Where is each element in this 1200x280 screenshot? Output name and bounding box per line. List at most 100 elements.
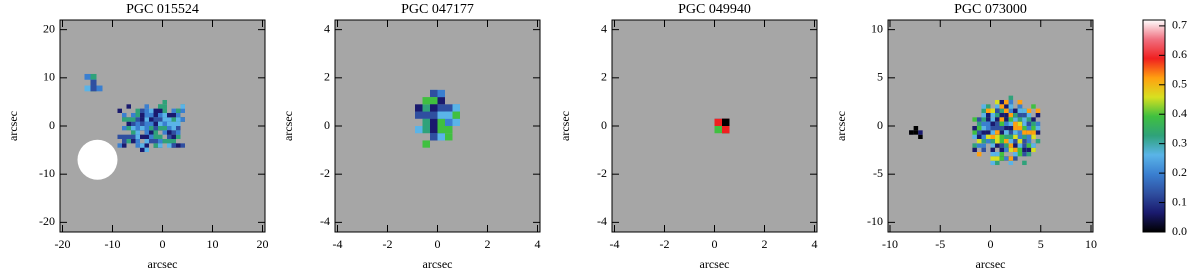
map-pixel [1026, 108, 1032, 113]
map-pixel [990, 108, 996, 113]
map-pixel [167, 121, 172, 126]
map-pixel [985, 108, 991, 113]
map-pixel [158, 126, 163, 131]
map-pixel [162, 104, 167, 109]
map-pixel [1008, 95, 1014, 100]
map-pixel [117, 108, 122, 113]
map-pixel [153, 112, 158, 118]
map-pixel [1022, 160, 1027, 166]
map-pixel [176, 112, 181, 118]
map-pixel [149, 139, 154, 144]
x-tick-label: -4 [610, 237, 620, 251]
map-pixel [126, 104, 131, 109]
map-pixel [1017, 143, 1023, 148]
map-pixel [437, 97, 445, 105]
map-pixel [995, 139, 1000, 144]
map-pixel [167, 126, 172, 131]
map-pixel [1022, 112, 1027, 118]
map-pixel [990, 160, 996, 166]
map-pixel [122, 126, 127, 131]
colorbar-tick-label: 0.6 [1172, 47, 1187, 61]
map-pixel [437, 104, 445, 112]
map-pixel [122, 134, 127, 140]
map-pixel [1031, 134, 1036, 140]
x-tick-label: 5 [1038, 237, 1044, 251]
map-pixel [171, 126, 176, 131]
map-pixel [1004, 126, 1009, 131]
map-pixel [176, 108, 181, 113]
map-pixel [1031, 126, 1036, 131]
map-pixel [714, 126, 722, 134]
map-pixel [90, 73, 97, 80]
map-pixel [415, 104, 423, 112]
map-pixel [1017, 112, 1023, 118]
map-pixel [981, 108, 986, 113]
map-pixel [180, 117, 185, 122]
map-pixel [135, 139, 140, 144]
map-pixel [1026, 147, 1032, 153]
map-pixel [153, 121, 158, 126]
map-pixel [985, 117, 991, 122]
map-pixel [445, 111, 453, 119]
map-pixel [180, 104, 185, 109]
x-tick-label: 0 [988, 237, 994, 251]
map-pixel [972, 134, 977, 140]
y-tick-label: 2 [601, 70, 607, 84]
map-pixel [452, 104, 460, 112]
map-pixel [1013, 112, 1018, 118]
map-pixel [1031, 147, 1036, 153]
y-tick-label: 20 [43, 21, 55, 35]
map-pixel [1004, 143, 1009, 148]
map-pixel [1004, 156, 1009, 161]
map-pixel [990, 112, 996, 118]
y-tick-label: -20 [39, 214, 55, 228]
map-pixel [167, 130, 172, 135]
map-pixel [162, 130, 167, 135]
map-pixel [981, 139, 986, 144]
map-pixel [437, 118, 445, 126]
map-pixel [1017, 117, 1023, 122]
map-pixel [1026, 152, 1032, 157]
map-pixel [158, 134, 163, 140]
map-pixel [430, 89, 438, 98]
map-pixel [981, 126, 986, 131]
map-pixel [176, 121, 181, 126]
map-pixel [972, 126, 977, 131]
map-pixel [722, 126, 730, 134]
map-pixel [1004, 134, 1009, 140]
y-tick-label: -10 [867, 214, 883, 228]
colorbar-tick-label: 0.2 [1172, 165, 1187, 179]
y-axis-label: arcsec [281, 111, 295, 141]
map-pixel [176, 126, 181, 131]
map-pixel [918, 134, 923, 140]
map-pixel [171, 121, 176, 126]
title: PGC 073000 [954, 2, 1027, 17]
map-pixel [153, 126, 158, 131]
map-pixel [158, 139, 163, 144]
map-pixel [1004, 130, 1009, 135]
map-pixel [153, 143, 158, 148]
map-pixel [140, 134, 145, 140]
map-pixel [999, 112, 1005, 118]
map-pixel [131, 126, 136, 131]
y-tick-label: 10 [43, 70, 55, 84]
map-pixel [153, 130, 158, 135]
map-pixel [422, 118, 430, 126]
map-pixel [1017, 147, 1023, 153]
x-axis-label: arcsec [700, 257, 730, 271]
map-pixel [981, 147, 986, 153]
map-pixel [1031, 130, 1036, 135]
map-pixel [1035, 112, 1041, 118]
map-pixel [1026, 139, 1032, 144]
map-pixel [158, 104, 163, 109]
map-pixel [985, 130, 991, 135]
map-pixel [1013, 143, 1018, 148]
map-pixel [995, 104, 1000, 109]
map-pixel [437, 133, 445, 141]
map-pixel [1004, 117, 1009, 122]
map-pixel [140, 143, 145, 148]
map-pixel [149, 134, 154, 140]
y-tick-label: 0 [324, 118, 330, 132]
map-pixel [171, 134, 176, 140]
map-pixel [990, 126, 996, 131]
